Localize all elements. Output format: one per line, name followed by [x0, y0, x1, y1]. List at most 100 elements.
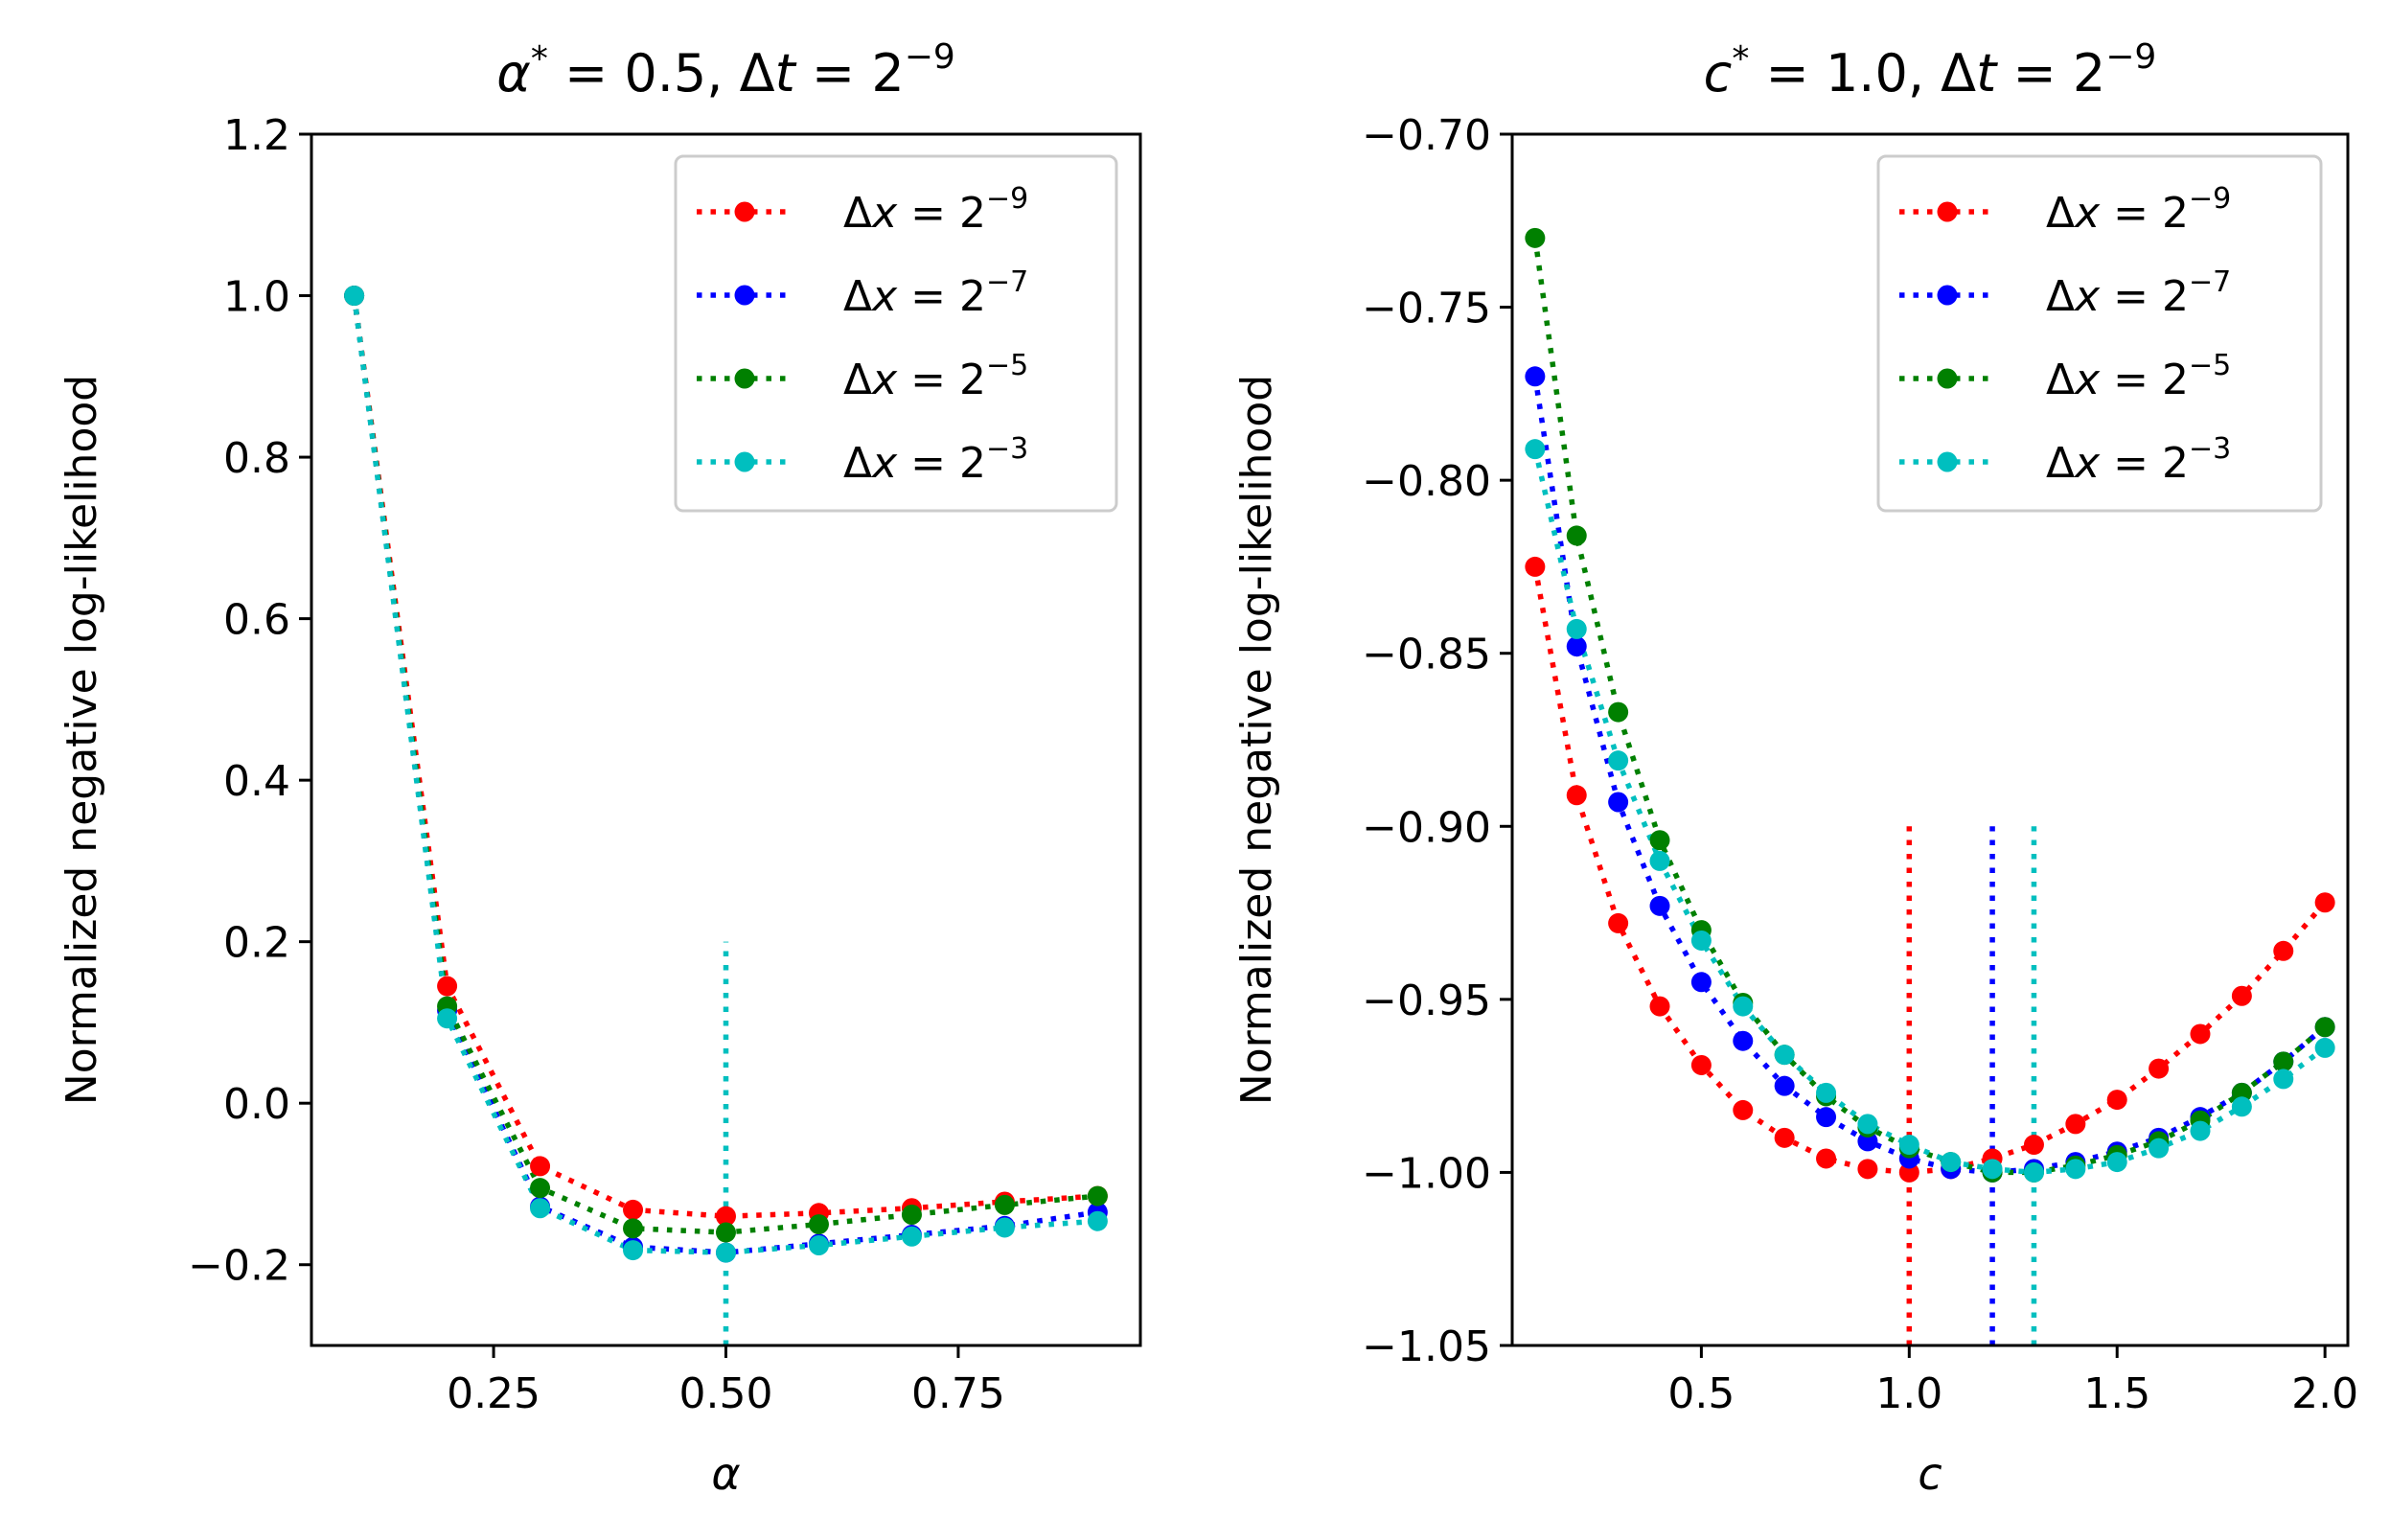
series-4-point [344, 286, 365, 307]
y-tick-label: −0.85 [1362, 631, 1491, 679]
series-4-point [2190, 1120, 2211, 1141]
series-4-point [1982, 1159, 2003, 1180]
series-1-point [1774, 1127, 1795, 1148]
legend-label-1: Δx = 2−9 [843, 182, 1028, 238]
series-1-point [437, 976, 458, 997]
series-1-point [2065, 1114, 2086, 1135]
series-1-point [2023, 1135, 2044, 1156]
series-1-point [2149, 1058, 2170, 1079]
series-3-point [2273, 1051, 2294, 1072]
legend-marker-3 [734, 368, 755, 389]
series-3-point [1608, 701, 1629, 723]
chart-title: α* = 0.5, Δt = 2−9 [496, 37, 955, 103]
series-4-point [1525, 439, 1546, 460]
series-3-point [1566, 525, 1587, 546]
series-group [344, 286, 1108, 1263]
x-tick-label: 0.5 [1667, 1369, 1735, 1418]
x-tick-label: 1.0 [1875, 1369, 1942, 1418]
legend-marker-4 [734, 451, 755, 472]
series-4-point [1690, 930, 1712, 951]
series-4-point [1733, 996, 1754, 1017]
chart-panel-2: −1.05 −1.00 −0.95 −0.90 −0.85 −0.80 −0.75 −0.70… [1232, 37, 2358, 1500]
series-2-point [1566, 635, 1587, 656]
series-4-point [2231, 1096, 2252, 1117]
chart-title: c* = 1.0, Δt = 2−9 [1704, 37, 2157, 103]
series-4-point [1649, 850, 1670, 871]
legend-box [674, 154, 1118, 513]
legend-label-2: Δx = 2−7 [843, 265, 1028, 321]
legend-label-1: Δx = 2−9 [2046, 182, 2231, 238]
legend-marker-3 [1937, 368, 1958, 389]
series-1-point [1608, 912, 1629, 933]
y-tick-label: −0.90 [1362, 803, 1491, 852]
series-1-point [1690, 1054, 1712, 1075]
series-1-point [2314, 892, 2335, 913]
legend: Δx = 2−9 Δx = 2−7 Δx = 2−5 Δx = 2−3 [674, 154, 1118, 513]
series-1-point [2190, 1023, 2211, 1045]
series-4-point [716, 1242, 736, 1263]
series-4-point [1566, 618, 1587, 639]
series-2-point [1608, 792, 1629, 813]
series-3-point [1649, 830, 1670, 851]
series-4-point [1087, 1210, 1108, 1231]
series-4-point [2065, 1159, 2086, 1180]
x-axis-label: α [711, 1448, 740, 1500]
series-2-point [1857, 1131, 1878, 1152]
y-tick-label: −0.80 [1362, 457, 1491, 506]
series-4-point [901, 1226, 922, 1247]
series-2-point [1774, 1075, 1795, 1096]
series-1-point [1898, 1161, 1919, 1183]
y-tick-label: −1.00 [1362, 1149, 1491, 1198]
x-axis-label: c [1918, 1448, 1942, 1500]
plot-frame [1510, 132, 2350, 1347]
legend-marker-2 [734, 285, 755, 306]
series-4-point [994, 1217, 1015, 1238]
legend-label-2: Δx = 2−7 [2046, 265, 2231, 321]
y-tick-label: 0.2 [223, 919, 290, 968]
y-tick-label: 0.6 [223, 596, 290, 645]
series-1-point [1733, 1099, 1754, 1120]
series-4-point [437, 1008, 458, 1029]
series-line-3 [1532, 237, 2327, 1176]
x-tick-label: 1.5 [2083, 1369, 2150, 1418]
legend-box [1876, 154, 2323, 513]
series-3-point [994, 1194, 1015, 1215]
series-4-point [2106, 1152, 2127, 1173]
series-1-point [530, 1156, 551, 1177]
series-1-point [1566, 785, 1587, 806]
legend-label-3: Δx = 2−5 [843, 349, 1028, 404]
x-tick-label: 2.0 [2291, 1369, 2358, 1418]
series-group [1525, 227, 2335, 1183]
series-4-point [1898, 1135, 1919, 1156]
series-4-point [808, 1235, 829, 1256]
legend-marker-1 [734, 201, 755, 222]
series-2-point [1649, 895, 1670, 916]
series-4-point [530, 1198, 551, 1219]
series-4-point [1857, 1114, 1878, 1135]
series-3-point [1087, 1185, 1108, 1207]
series-4-point [1941, 1152, 1962, 1173]
series-1-point [623, 1199, 644, 1220]
series-line-1 [1532, 565, 2328, 1176]
y-axis-label: Normalized negative log-likelihood [1232, 375, 1281, 1105]
legend-marker-2 [1937, 285, 1958, 306]
series-2-point [1816, 1107, 1837, 1128]
series-3-point [530, 1178, 551, 1199]
legend: Δx = 2−9 Δx = 2−7 Δx = 2−5 Δx = 2−3 [1876, 154, 2323, 513]
chart-panel-1: −0.2 0.0 0.2 0.4 0.6 0.8 1.0 1.2 0.25 0.50 0.75 α No… [57, 37, 1142, 1500]
y-tick-label: 1.0 [223, 273, 290, 322]
series-4-point [1774, 1045, 1795, 1066]
legend-marker-4 [1937, 451, 1958, 472]
series-3-point [1525, 227, 1546, 248]
series-2-point [1525, 366, 1546, 387]
y-tick-label: −0.95 [1362, 977, 1491, 1025]
series-1-point [1816, 1148, 1837, 1169]
series-1-point [1857, 1159, 1878, 1180]
series-1-point [2273, 940, 2294, 961]
series-1-point [2106, 1090, 2127, 1111]
y-tick-label: 0.0 [223, 1080, 290, 1129]
legend-label-4: Δx = 2−3 [2046, 432, 2231, 488]
y-tick-label: −1.05 [1362, 1322, 1491, 1371]
series-4-point [2314, 1037, 2335, 1058]
